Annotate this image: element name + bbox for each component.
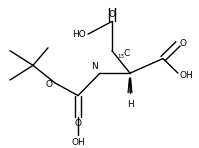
Text: HO: HO (72, 30, 86, 39)
Text: O: O (46, 80, 53, 89)
Text: OH: OH (71, 137, 85, 147)
Text: N: N (91, 62, 98, 71)
Text: O: O (180, 39, 187, 48)
Text: 13: 13 (117, 54, 124, 59)
Text: O: O (74, 119, 82, 128)
Text: O: O (108, 10, 115, 19)
Text: OH: OH (180, 71, 194, 80)
Text: H: H (127, 99, 133, 108)
Text: C: C (124, 49, 130, 58)
